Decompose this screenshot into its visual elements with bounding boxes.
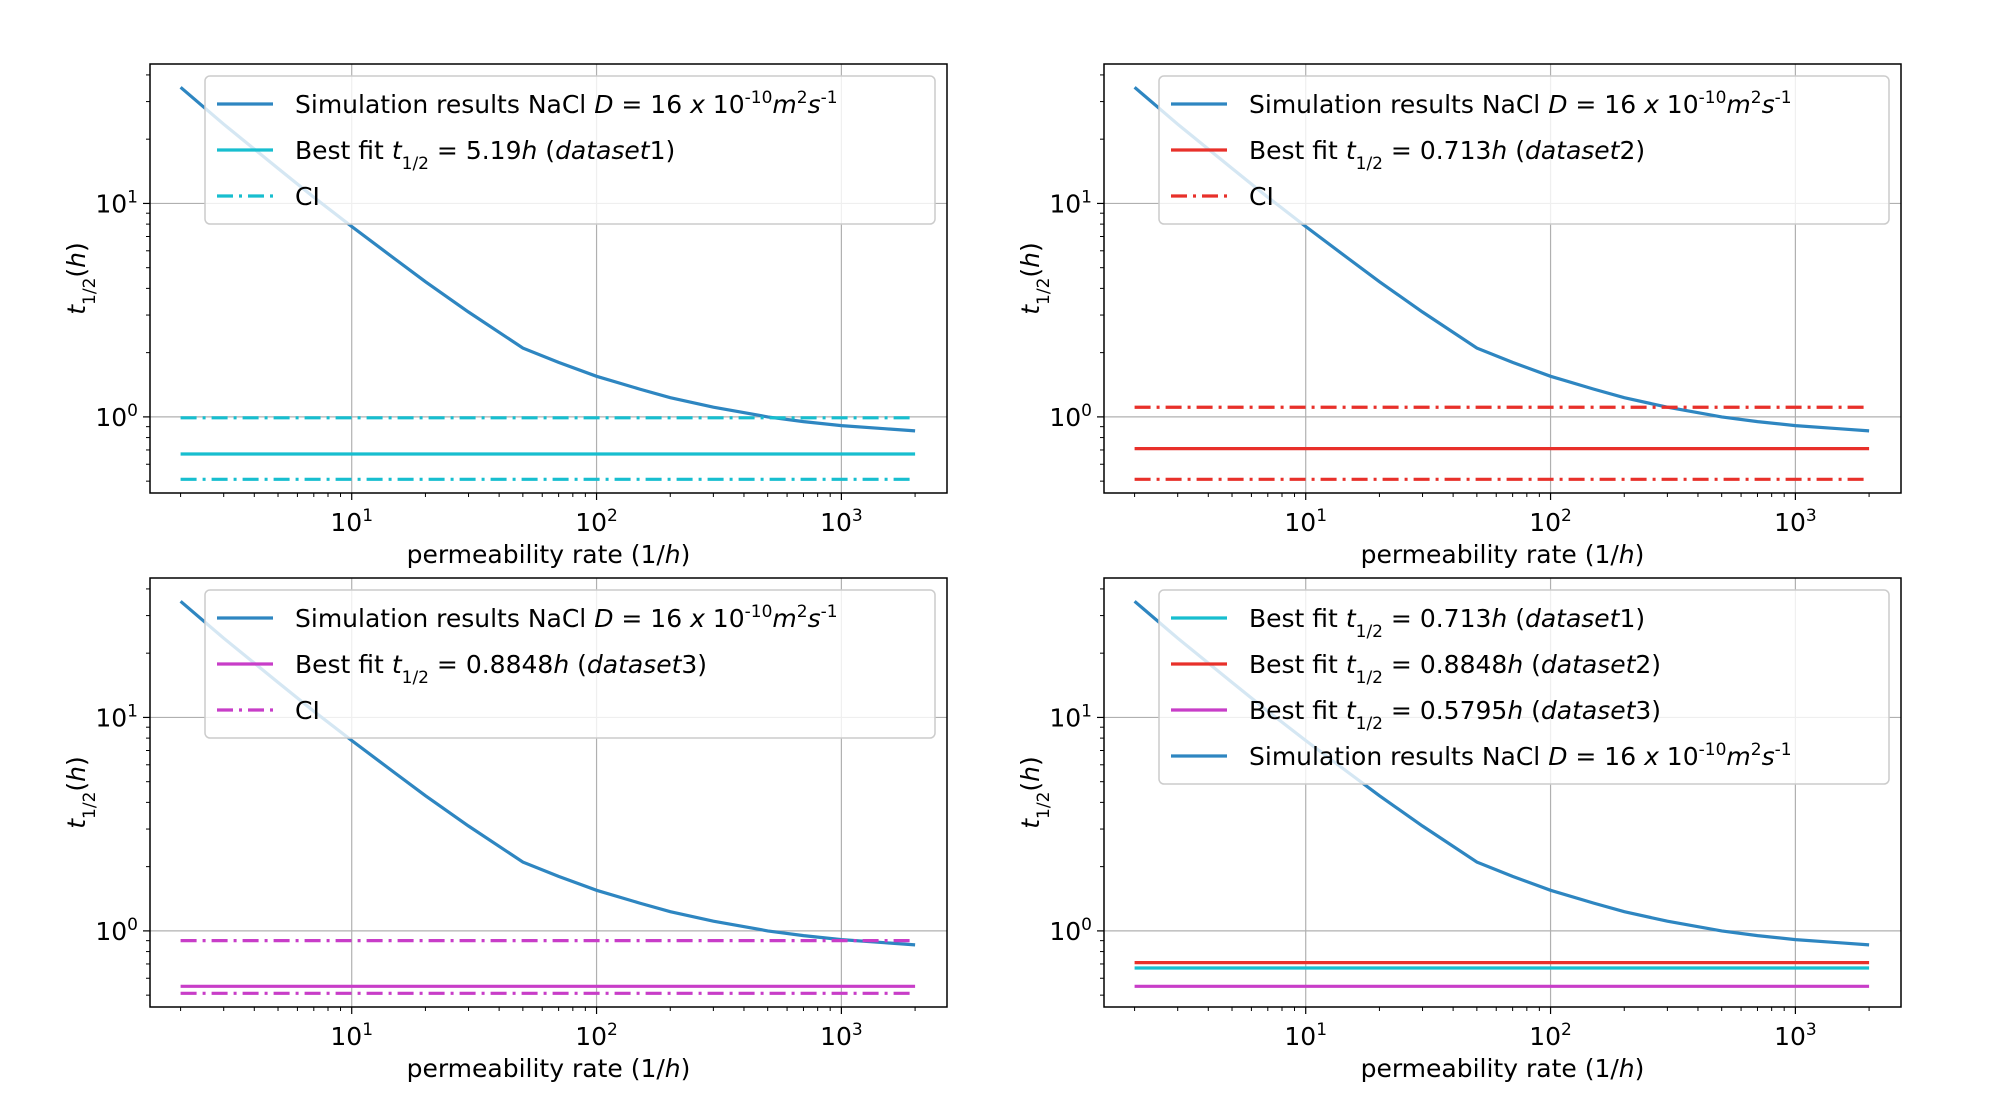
legend-label: Simulation results NaCl D = 16 x 10-10m2… (1249, 740, 1792, 771)
legend-item: Best fit t1/2 = 0.713h (dataset2) (1171, 136, 1645, 174)
axes-frame (1103, 577, 1902, 1008)
axes-frame (149, 63, 948, 494)
legend: Best fit t1/2 = 0.713h (dataset1) Best fi… (1158, 589, 1890, 785)
x-axis-label: permeability rate (1/h) (407, 540, 691, 569)
legend-label: CI (295, 182, 320, 211)
legend-item: CI (217, 182, 320, 211)
legend-label: Simulation results NaCl D = 16 x 10-10m2… (1249, 88, 1792, 119)
legend-item: Simulation results NaCl D = 16 x 10-10m2… (217, 88, 838, 119)
legend-item: Simulation results NaCl D = 16 x 10-10m2… (1171, 88, 1792, 119)
legend-label: CI (1249, 182, 1274, 211)
legend-label: CI (295, 696, 320, 725)
x-tick-label: 103 (1774, 506, 1817, 537)
x-tick-label: 102 (575, 1020, 618, 1051)
legend-item: CI (1171, 182, 1274, 211)
y-axis-label: t1/2(h) (1016, 242, 1054, 315)
y-axis-label: t1/2(h) (1016, 756, 1054, 829)
y-tick-label: 100 (1049, 401, 1092, 432)
axes-frame (1103, 63, 1902, 494)
legend-label: Best fit t1/2 = 0.8848h (dataset2) (1249, 650, 1661, 688)
legend-box (1158, 589, 1890, 785)
x-tick-label: 103 (820, 506, 863, 537)
legend: Simulation results NaCl D = 16 x 10-10m2… (204, 75, 936, 225)
x-tick-label: 103 (820, 1020, 863, 1051)
y-tick-label: 100 (95, 401, 138, 432)
x-tick-label: 101 (1284, 1020, 1327, 1051)
x-tick-label: 101 (1284, 506, 1327, 537)
subplot-3: 101 102 103 100 101 permeability rate (1/h) t1… (62, 577, 948, 1083)
y-tick-label: 101 (1049, 187, 1092, 218)
legend-item: Simulation results NaCl D = 16 x 10-10m2… (1171, 740, 1792, 771)
legend-label: Best fit t1/2 = 0.713h (dataset1) (1249, 604, 1645, 642)
legend-item: Simulation results NaCl D = 16 x 10-10m2… (217, 602, 838, 633)
legend: Simulation results NaCl D = 16 x 10-10m2… (204, 589, 936, 739)
y-axis-label: t1/2(h) (62, 242, 100, 315)
legend-item: Best fit t1/2 = 0.5795h (dataset3) (1171, 696, 1661, 734)
legend-label: Simulation results NaCl D = 16 x 10-10m2… (295, 88, 838, 119)
legend-item: CI (217, 696, 320, 725)
y-tick-label: 100 (1049, 915, 1092, 946)
legend-label: Simulation results NaCl D = 16 x 10-10m2… (295, 602, 838, 633)
x-tick-label: 102 (1529, 506, 1572, 537)
subplot-1: 101 102 103 100 101 permeability rate (1/h) t1… (62, 63, 948, 569)
y-tick-label: 101 (1049, 701, 1092, 732)
y-tick-label: 100 (95, 915, 138, 946)
subplot-2: 101 102 103 100 101 permeability rate (1/h) t1… (1016, 63, 1902, 569)
legend-item: Best fit t1/2 = 5.19h (dataset1) (217, 136, 675, 174)
legend-label: Best fit t1/2 = 0.5795h (dataset3) (1249, 696, 1661, 734)
x-tick-label: 101 (330, 506, 373, 537)
y-tick-label: 101 (95, 187, 138, 218)
x-tick-label: 102 (575, 506, 618, 537)
x-axis-label: permeability rate (1/h) (1361, 1054, 1645, 1083)
legend-label: Best fit t1/2 = 0.713h (dataset2) (1249, 136, 1645, 174)
subplot-4: 101 102 103 100 101 permeability rate (1/h) t1… (1016, 577, 1902, 1083)
legend-item: Best fit t1/2 = 0.8848h (dataset2) (1171, 650, 1661, 688)
x-tick-label: 103 (1774, 1020, 1817, 1051)
legend-box (204, 75, 936, 225)
legend: Simulation results NaCl D = 16 x 10-10m2… (1158, 75, 1890, 225)
x-axis-label: permeability rate (1/h) (407, 1054, 691, 1083)
y-tick-label: 101 (95, 701, 138, 732)
x-axis-label: permeability rate (1/h) (1361, 540, 1645, 569)
y-axis-label: t1/2(h) (62, 756, 100, 829)
legend-label: Best fit t1/2 = 0.8848h (dataset3) (295, 650, 707, 688)
legend-label: Best fit t1/2 = 5.19h (dataset1) (295, 136, 675, 174)
legend-box (1158, 75, 1890, 225)
legend-box (204, 589, 936, 739)
legend-item: Best fit t1/2 = 0.713h (dataset1) (1171, 604, 1645, 642)
x-tick-label: 101 (330, 1020, 373, 1051)
x-tick-label: 102 (1529, 1020, 1572, 1051)
legend-item: Best fit t1/2 = 0.8848h (dataset3) (217, 650, 707, 688)
axes-frame (149, 577, 948, 1008)
